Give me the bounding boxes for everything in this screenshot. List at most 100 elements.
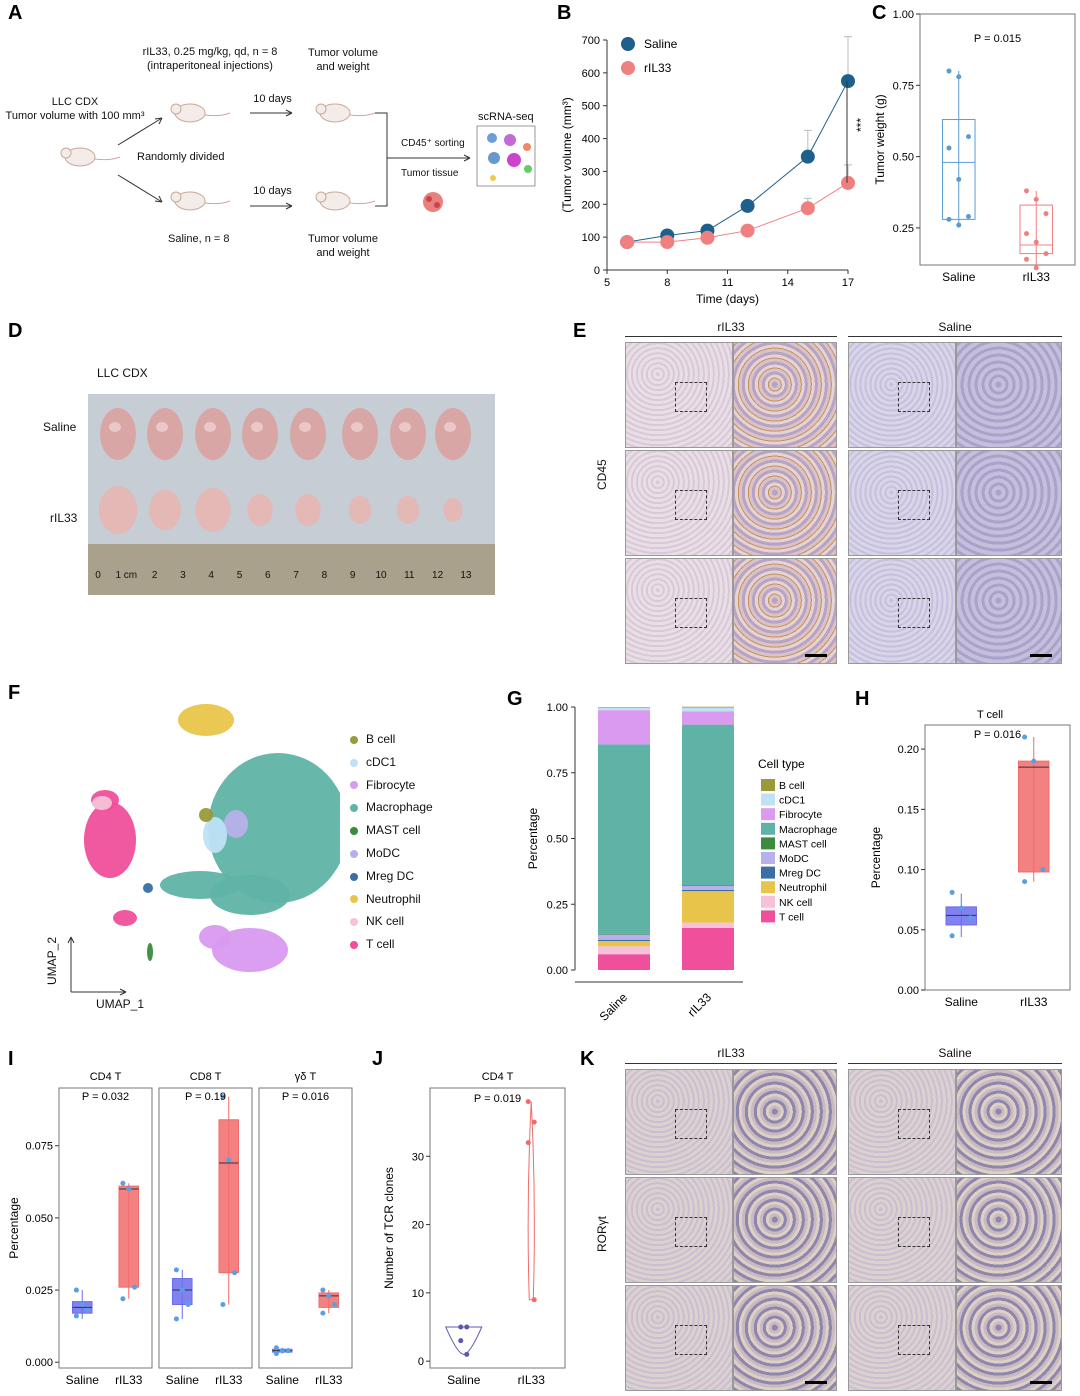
ihc-k-col-saline: Saline [938, 1046, 972, 1060]
ihc-image-tile [848, 1069, 956, 1175]
tumor-ril33 [247, 494, 273, 526]
legend-dot [350, 781, 358, 790]
chart-title: CD4 T [482, 1071, 514, 1083]
y-axis-label: Number of TCR clones [382, 1167, 396, 1289]
y-axis-label: Percentage [869, 826, 883, 888]
data-point [956, 176, 962, 182]
tumor-tissue-icon [423, 192, 443, 212]
ruler [88, 544, 495, 595]
legend-label: B cell [366, 732, 396, 746]
data-point [967, 915, 973, 921]
data-point [946, 145, 952, 151]
box [118, 1185, 140, 1288]
plot-frame [58, 1087, 153, 1369]
ihc-e-col-ril33: rIL33 [717, 320, 745, 334]
y-tick-label: 1.00 [547, 702, 568, 714]
ruler-tick-label: 11 [404, 570, 415, 581]
p-value: P = 0.032 [82, 1091, 129, 1103]
y-tick-label: 0.75 [547, 768, 568, 780]
legend-label: MoDC [366, 846, 401, 860]
umap-cluster [113, 910, 137, 926]
ruler-tick-label: 5 [236, 570, 243, 581]
ruler-tick-label: 1 cm [115, 570, 138, 581]
tumor-saline [390, 408, 426, 460]
ruler-tick-label: 8 [321, 570, 328, 581]
data-point [531, 1297, 537, 1303]
y-tick-label: 0.10 [898, 865, 919, 877]
legend-swatch [761, 837, 775, 850]
tumor-saline [147, 408, 183, 460]
ihc-image-tile [733, 1177, 837, 1283]
x-tick-label: rIL33 [1023, 270, 1051, 284]
plot-frame [429, 1087, 566, 1369]
y-tick-label: 0.00 [898, 985, 919, 997]
legend-swatch [761, 910, 775, 923]
x-tick-label: 17 [842, 277, 854, 289]
x-tick-label: Saline [266, 1373, 300, 1387]
scale-bar [805, 1381, 827, 1384]
y-tick-label: 30 [412, 1151, 424, 1163]
tumor-ril33 [348, 496, 372, 524]
panel-label-g: G [507, 688, 523, 710]
facet-title: γδ T [295, 1071, 317, 1083]
zoom-region-box [675, 1217, 707, 1247]
y-tick-label: 0.25 [547, 899, 568, 911]
p-value: P = 0.016 [974, 729, 1021, 741]
y-tick-label: 0 [418, 1356, 424, 1368]
tumor-ril33 [98, 486, 138, 534]
mouse-icon [315, 191, 376, 211]
legend-label: Fibrocyte [779, 809, 822, 821]
y-tick-label: 0.20 [898, 744, 919, 756]
legend-label: MAST cell [366, 823, 421, 838]
data-point [273, 1345, 279, 1351]
p-value: P = 0.019 [474, 1093, 521, 1105]
data-point [320, 1287, 326, 1293]
legend-label: Macrophage [779, 824, 838, 836]
saline-group-label: Saline, n = 8 [168, 233, 230, 245]
legend-label: Mreg DC [779, 868, 821, 880]
data-point [232, 1270, 238, 1276]
y-axis-label: Percentage [7, 1197, 21, 1259]
bar-segment [682, 711, 734, 725]
data-point [956, 222, 962, 228]
bar-segment [598, 934, 650, 940]
legend-label: cDC1 [779, 795, 805, 807]
y-tick-label: 500 [582, 101, 600, 113]
tumor-ril33 [396, 496, 420, 524]
data-point [1023, 256, 1029, 262]
data-point [800, 201, 815, 216]
data-point [966, 134, 972, 140]
arrow-icon [119, 988, 127, 996]
panel-label-k: K [580, 1048, 595, 1070]
data-point [660, 235, 675, 250]
data-point [458, 1338, 464, 1344]
data-point [1033, 265, 1039, 271]
data-point [1040, 867, 1046, 873]
x-tick-label: Saline [447, 1373, 481, 1387]
legend-item: cDC1 [350, 755, 396, 769]
umap-cluster [92, 796, 112, 810]
plot-frame [258, 1087, 353, 1369]
data-point [79, 1301, 85, 1307]
bar-segment [598, 954, 650, 970]
ihc-image-tile [625, 342, 733, 448]
ruler-tick-label: 2 [151, 570, 158, 581]
tumor-photo: 0 1 cm 2 3 4 5 6 7 8 9 10 11 12 13 [88, 394, 495, 595]
data-point [525, 1099, 531, 1105]
legend-label: NK cell [779, 897, 812, 909]
y-tick-label: 0.50 [547, 834, 568, 846]
ihc-image-tile [733, 1069, 837, 1175]
data-point [1023, 231, 1029, 237]
tumor-saline [435, 408, 471, 460]
data-point [279, 1348, 285, 1354]
tumor-volume-bottom-1: Tumor volume [308, 233, 378, 245]
y-tick-label: 1.00 [893, 10, 914, 21]
ihc-e-col-ril33-rule [625, 336, 837, 337]
x-tick-label: 14 [782, 277, 794, 289]
box [941, 119, 976, 220]
legend-title: Cell type [758, 757, 805, 771]
tumor-saline [195, 408, 231, 460]
legend-label: NK cell [366, 914, 405, 929]
panel-label-c: C [872, 2, 887, 24]
legend-marker [621, 61, 635, 75]
